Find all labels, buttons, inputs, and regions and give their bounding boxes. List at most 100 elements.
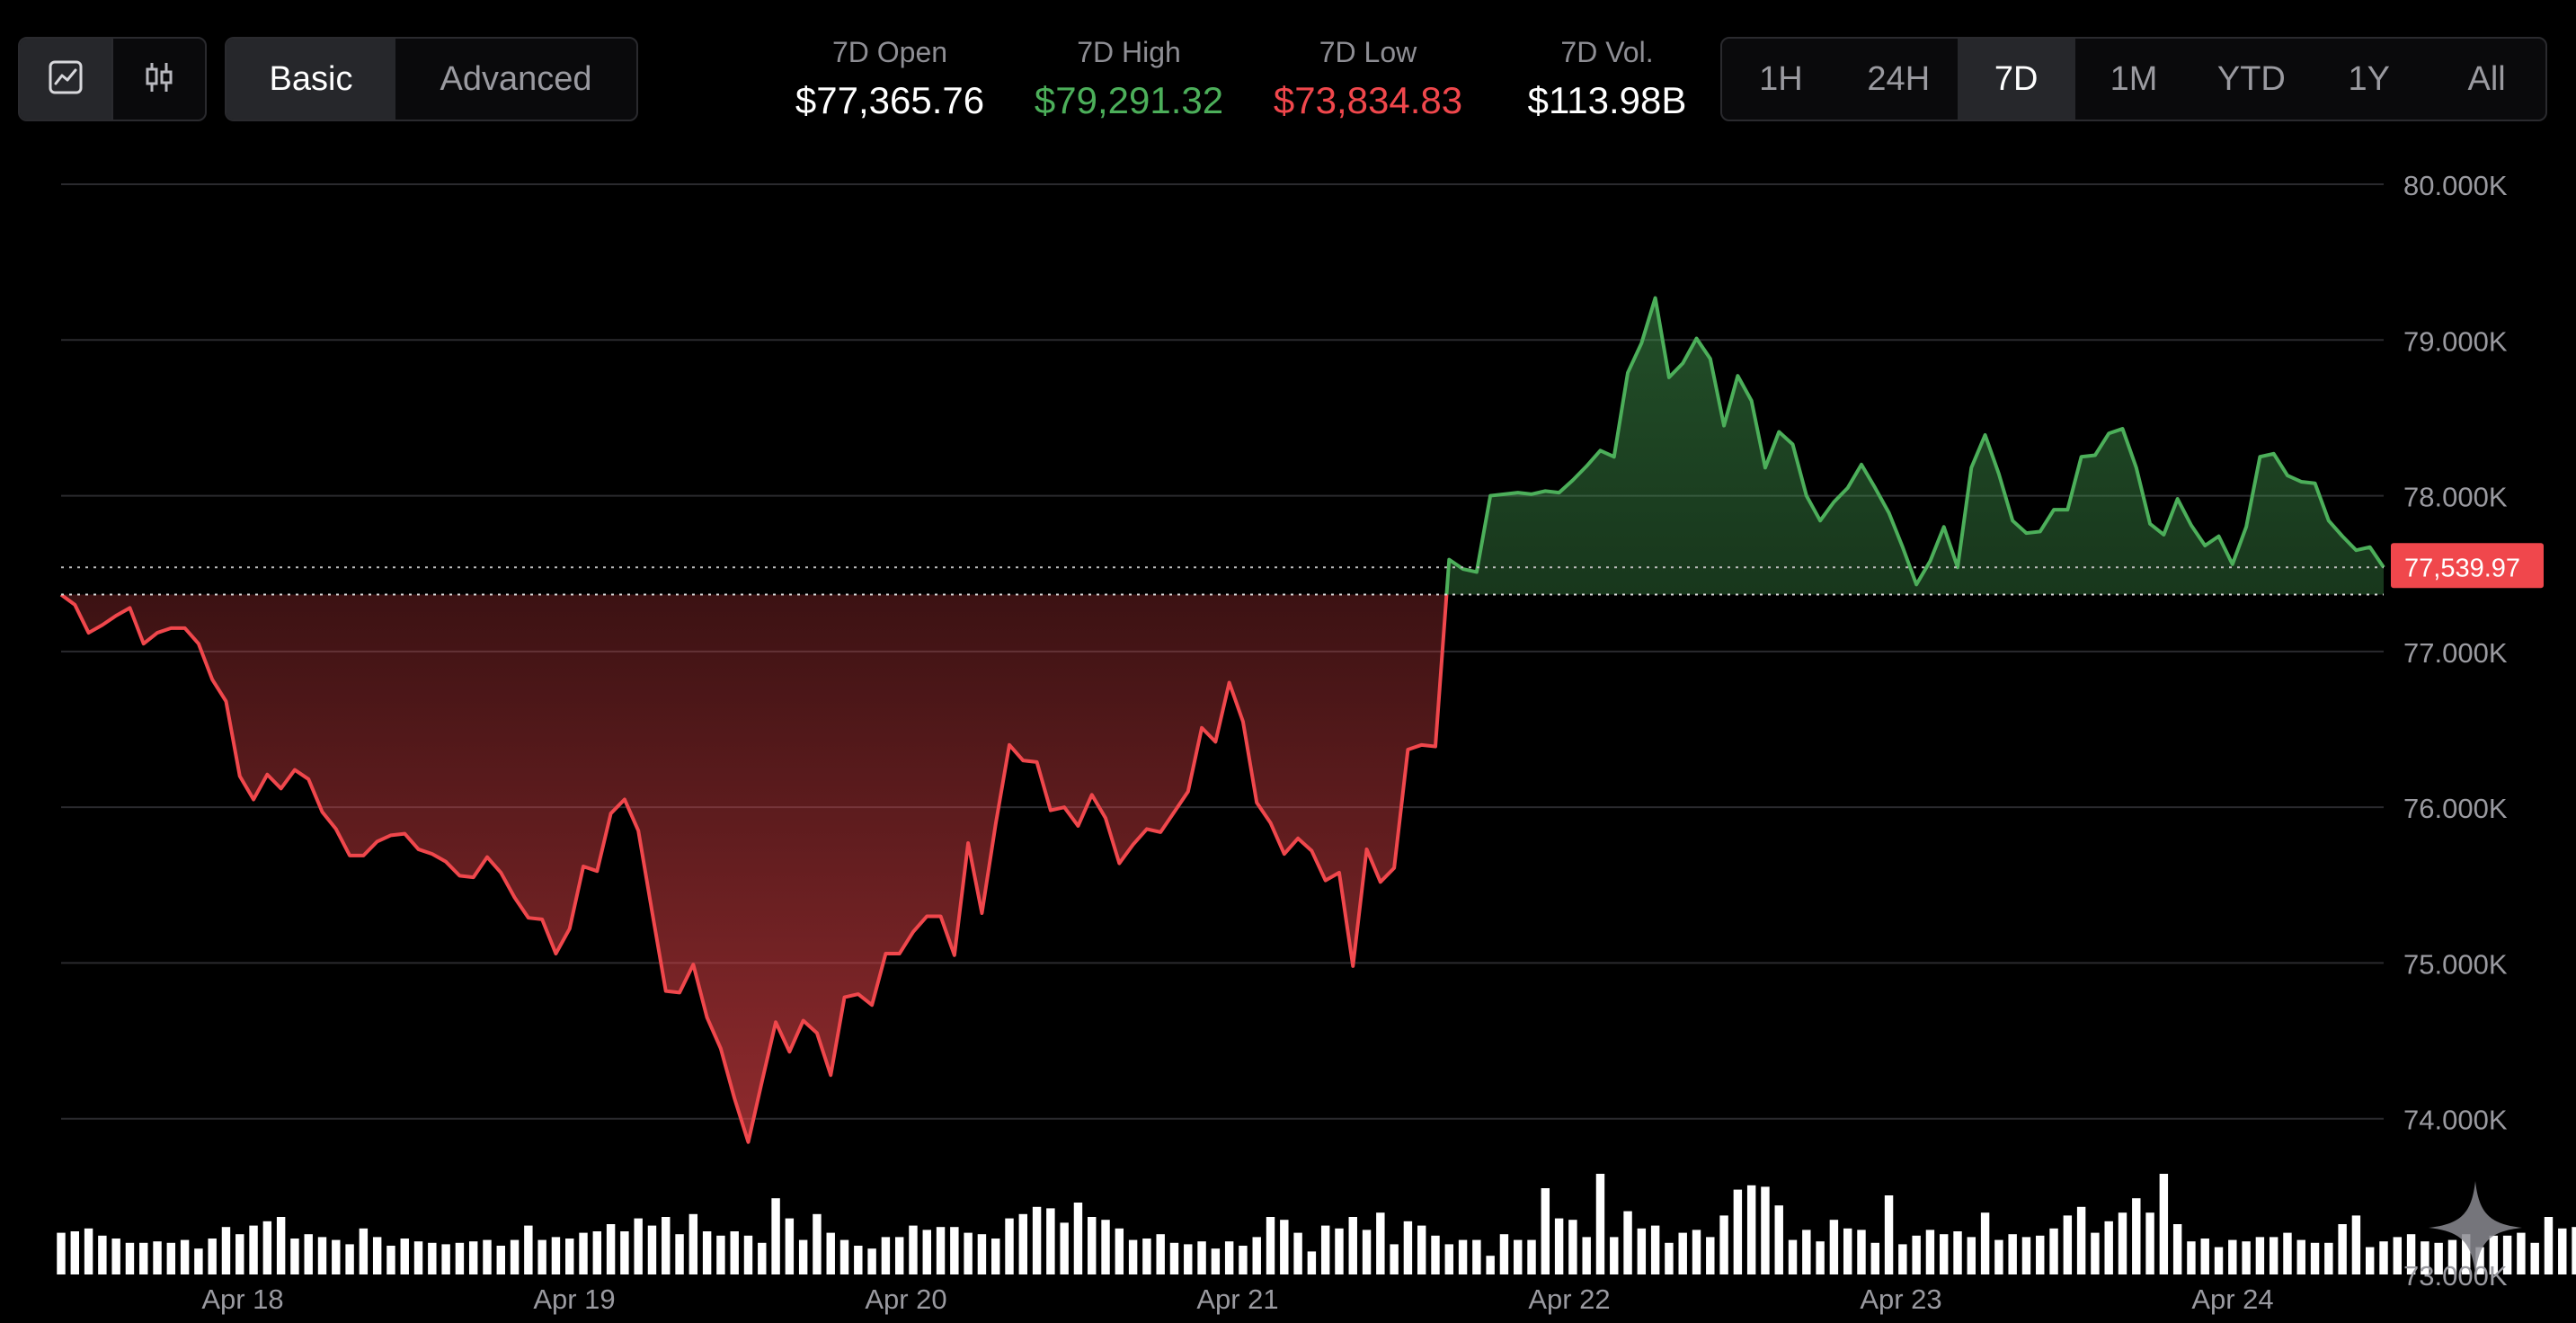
basic-mode-button[interactable]: Basic [227,39,395,120]
volume-bar [1046,1208,1055,1274]
volume-bar [2228,1239,2237,1274]
x-tick-label: Apr 21 [1196,1283,1278,1315]
volume-bar [1376,1212,1385,1274]
stat-7d-low: 7D Low $73,834.83 [1260,34,1476,128]
volume-bar [2145,1212,2154,1274]
volume-bar [2406,1234,2416,1274]
volume-bar [867,1248,876,1274]
volume-bar [785,1218,795,1274]
y-tick-label: 79.000K [2403,325,2508,357]
current-price-label: 77,539.97 [2404,554,2520,582]
stat-value: $79,291.32 [1034,79,1224,121]
volume-bar [1994,1239,2003,1274]
volume-bar [1554,1218,1564,1274]
price-line-down [59,594,1449,1144]
volume-bar [1101,1220,1110,1274]
volume-bar [2462,1234,2471,1274]
range-7d-button[interactable]: 7D [1957,39,2075,120]
volume-bar [1362,1230,1372,1274]
volume-bar [2091,1232,2100,1274]
volume-bar [1252,1237,1261,1274]
volume-bar [428,1242,437,1274]
volume-bar [1761,1186,1770,1274]
volume-bar [606,1224,616,1274]
range-all-button[interactable]: All [2467,59,2506,98]
volume-bar [208,1239,217,1274]
volume-bar [235,1234,244,1274]
volume-bar [1018,1213,1028,1274]
candlestick-button[interactable] [113,39,205,120]
chart-type-toggle [18,37,207,121]
current-price-badge: 77,539.97 [2391,543,2544,589]
volume-bar [551,1237,561,1274]
volume-bar [2296,1239,2305,1274]
volume-bar [1239,1246,1248,1274]
x-tick-label: Apr 22 [1528,1283,1610,1315]
volume-bar [1060,1222,1069,1274]
stat-label: 7D High [1077,36,1181,68]
volume-bar [1142,1239,1151,1274]
volume-bar [290,1239,299,1274]
volume-bar [455,1242,465,1274]
y-tick-label: 75.000K [2403,948,2508,980]
stat-value: $77,365.76 [795,79,985,121]
stat-value: $73,834.83 [1273,79,1463,121]
volume-bar [1499,1234,1509,1274]
volume-bar [1568,1220,1577,1274]
range-1h-button[interactable]: 1H [1759,59,1803,98]
volume-bar [716,1235,725,1274]
stat-7d-open: 7D Open $77,365.76 [782,34,998,128]
volume-bar [1128,1239,1138,1274]
volume-bar [2036,1235,2045,1274]
volume-bar [1802,1230,1811,1274]
line-chart-button[interactable] [20,39,113,120]
volume-bar [2310,1242,2320,1274]
volume-bar [1514,1239,1523,1274]
volume-bar [2008,1234,2017,1274]
volume-bar [2049,1228,2058,1274]
volume-bar [2132,1198,2141,1274]
volume-bar [537,1239,546,1274]
volume-bar [1912,1235,1921,1274]
volume-bar [798,1239,808,1274]
volume-bar [1280,1220,1289,1274]
volume-bar [1073,1203,1083,1274]
volume-bar [1719,1215,1728,1274]
volume-bar [1678,1232,1687,1274]
volume-bar [249,1225,258,1274]
range-ytd-button[interactable]: YTD [2216,59,2286,98]
volume-bar [2379,1241,2388,1274]
volume-bar [57,1232,66,1274]
volume-bar [2447,1239,2457,1274]
y-tick-label: 78.000K [2403,482,2508,513]
volume-bar [565,1239,574,1274]
volume-bar [1431,1235,1440,1274]
volume-bar [1980,1212,1990,1274]
volume-bar [332,1239,341,1274]
advanced-mode-button[interactable]: Advanced [440,59,592,98]
range-1y-button[interactable]: 1Y [2348,59,2390,98]
volume-bar [180,1239,190,1274]
volume-bar [1197,1241,1206,1274]
volume-bar [1733,1189,1743,1274]
volume-bar [483,1239,492,1274]
volume-bar [372,1237,382,1274]
volume-bar [345,1244,354,1274]
volume-bar [730,1231,739,1274]
x-tick-label: Apr 18 [201,1283,283,1315]
price-line [59,296,2385,1144]
price-area-above [1446,297,2384,595]
candlestick-icon [141,59,177,100]
mode-toggle: Basic Advanced [225,37,638,121]
range-1m-button[interactable]: 1M [2110,59,2158,98]
volume-bar [413,1241,423,1274]
volume-bar [2421,1241,2429,1274]
volume-bar [1857,1230,1866,1274]
volume-bar [386,1246,395,1274]
volume-bar [441,1244,450,1274]
volume-bar [98,1235,107,1274]
range-24h-button[interactable]: 24H [1867,59,1931,98]
volume-bar [2544,1217,2554,1274]
volume-bar [2365,1247,2375,1274]
